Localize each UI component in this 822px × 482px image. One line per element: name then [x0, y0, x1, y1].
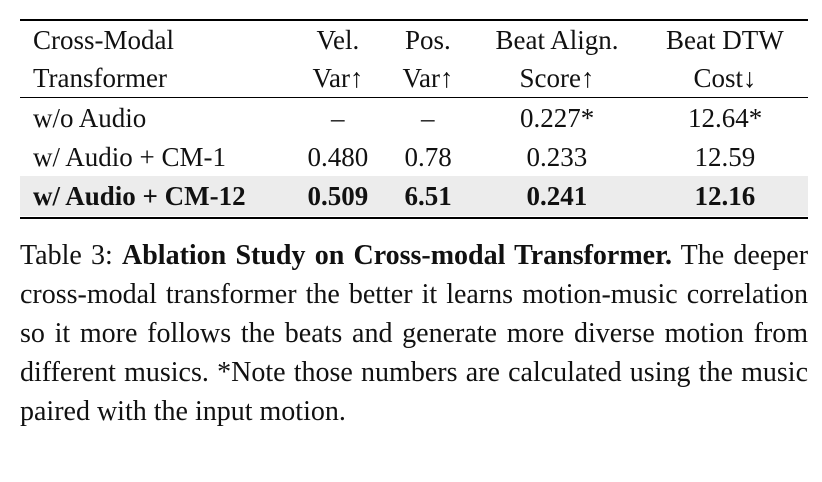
row-label: w/o Audio: [33, 103, 147, 133]
cell: 0.78: [404, 142, 452, 172]
caption-text: The deeper cross-modal transformer the b…: [20, 240, 809, 427]
cell: –: [331, 103, 345, 133]
cell: Beat DTW: [666, 25, 784, 55]
caption-label: Table 3:: [20, 240, 113, 271]
cell: 0.509: [307, 181, 369, 211]
row-label: Transformer: [33, 63, 167, 93]
cell: 12.16: [694, 181, 756, 211]
cell: Vel.: [316, 25, 360, 55]
cell: 12.59: [694, 142, 756, 172]
cell: Beat Align.: [495, 25, 619, 55]
cell: 6.51: [404, 181, 452, 211]
cell: 0.227*: [520, 103, 595, 133]
row-label: w/ Audio + CM-1: [33, 142, 226, 172]
top-rule: [20, 19, 808, 21]
row-label: w/ Audio + CM-12: [33, 181, 246, 211]
cell: 12.64*: [688, 103, 763, 133]
cell: Var↑: [312, 63, 364, 93]
cell: Pos.: [405, 25, 451, 55]
cell: 0.241: [526, 181, 588, 211]
cell: Score↑: [519, 63, 595, 93]
cell: 0.480: [307, 142, 369, 172]
caption: Table 3: Ablation Study on Cross-modal T…: [20, 236, 808, 431]
cell: Var↑: [402, 63, 454, 93]
row-shade: [20, 176, 808, 216]
cell: Cost↓: [693, 63, 757, 93]
row-label: Cross-Modal: [33, 25, 174, 55]
cell: 0.233: [526, 142, 588, 172]
mid-rule: [20, 97, 808, 98]
bottom-rule: [20, 217, 808, 219]
cell: –: [421, 103, 435, 133]
caption-title: Ablation Study on Cross-modal Transforme…: [122, 240, 672, 271]
